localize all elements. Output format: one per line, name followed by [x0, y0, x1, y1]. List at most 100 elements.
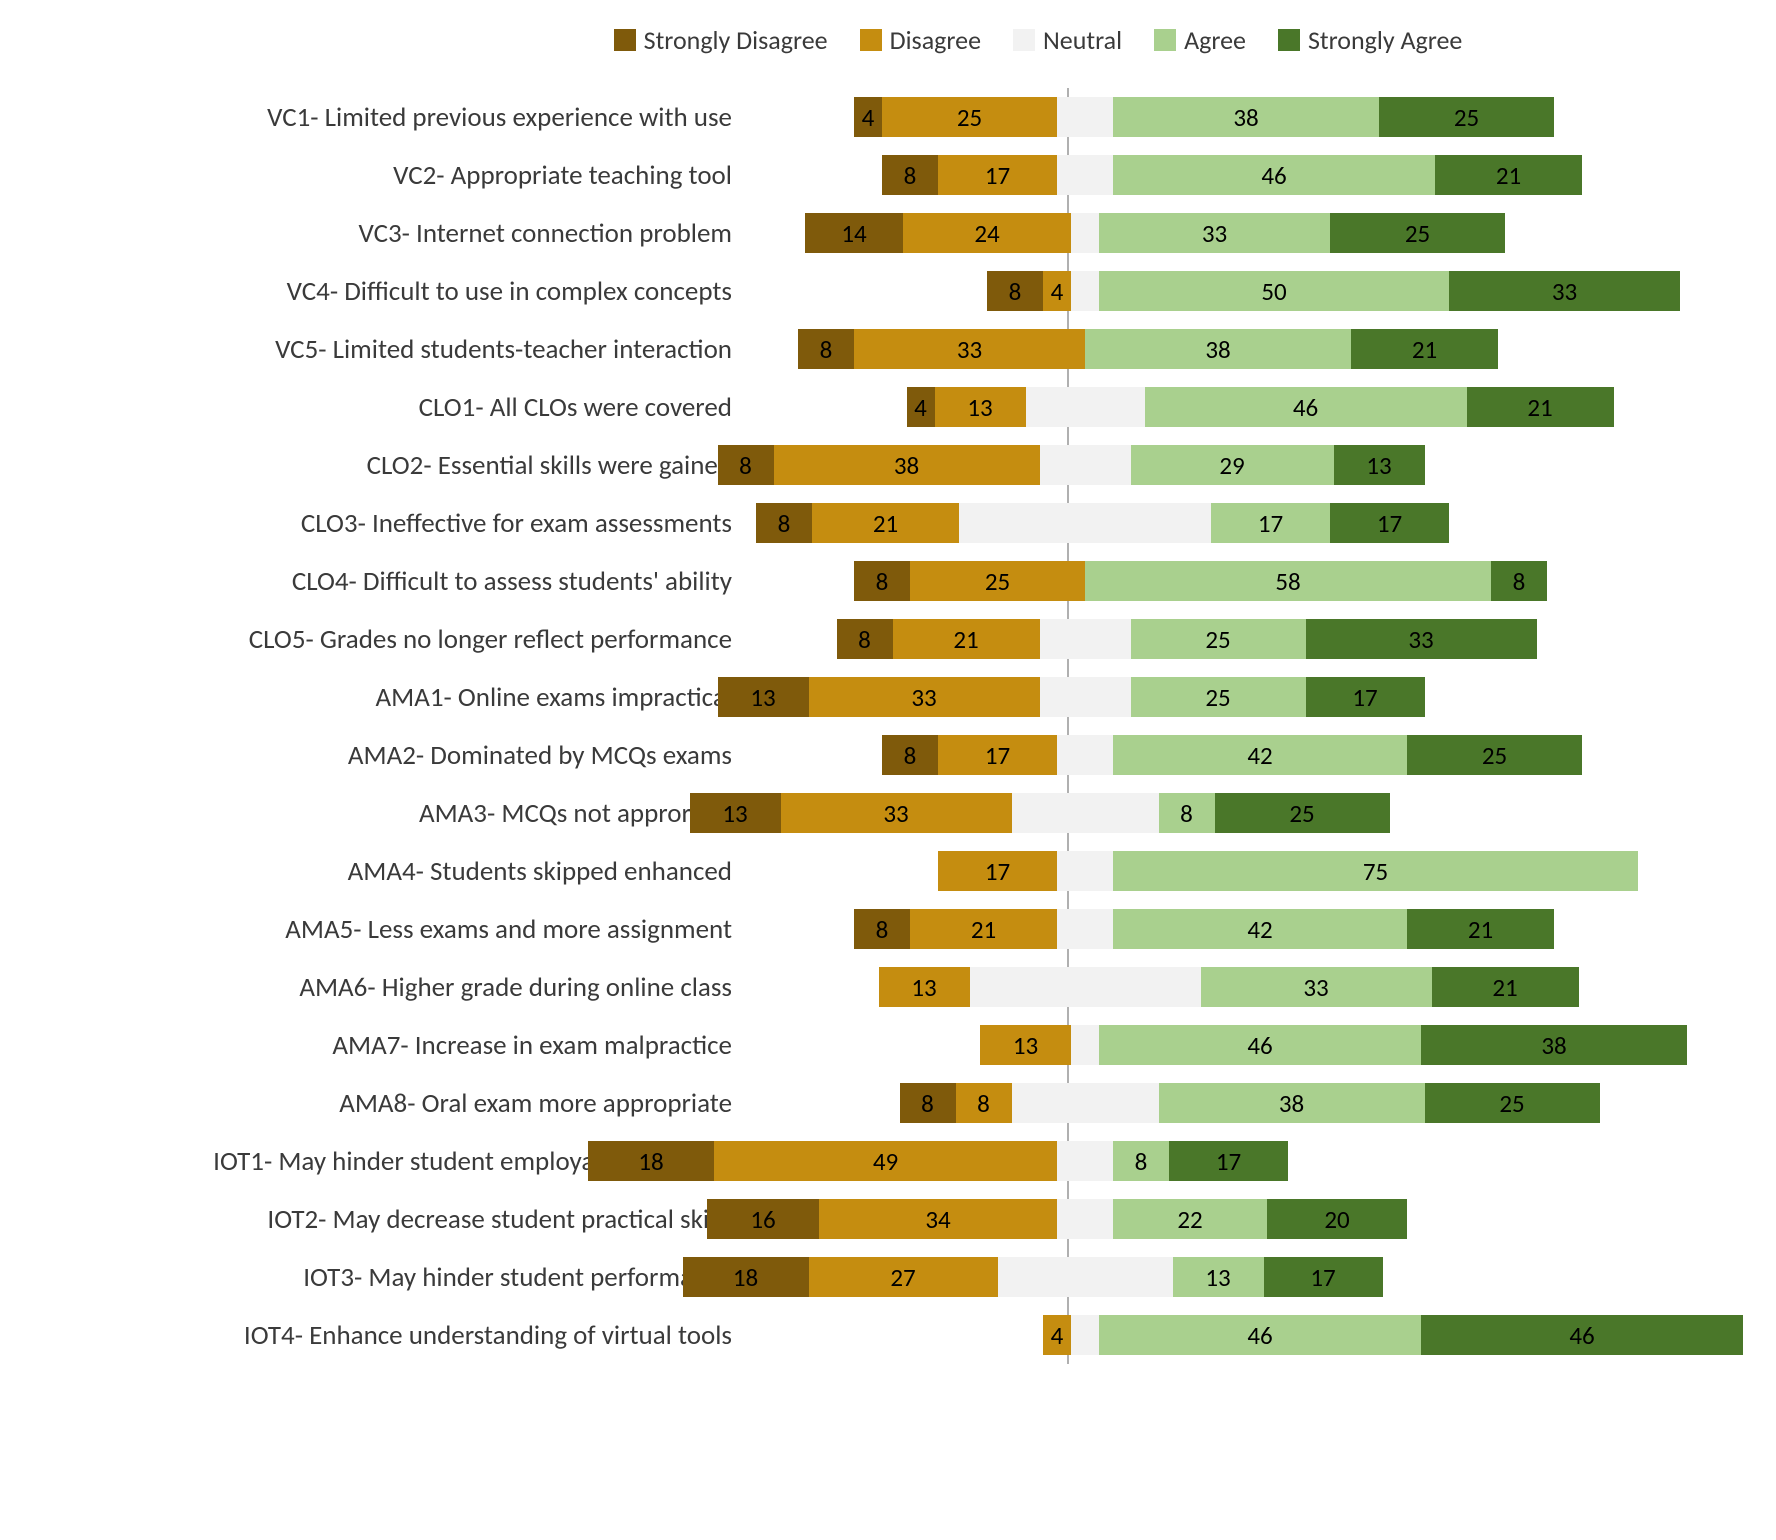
seg-strongly-disagree: 13: [718, 677, 809, 717]
row-label: AMA2- Dominated by MCQs exams: [32, 739, 750, 772]
seg-strongly-disagree: 8: [854, 561, 910, 601]
row-label: CLO3- Ineffective for exam assessments: [32, 507, 750, 540]
seg-neutral: [1071, 1025, 1099, 1065]
seg-strongly-disagree: 8: [854, 909, 910, 949]
seg-strongly-agree: 25: [1215, 793, 1390, 833]
seg-strongly-agree: 17: [1306, 677, 1425, 717]
seg-strongly-agree: 33: [1306, 619, 1537, 659]
seg-strongly-disagree: 18: [683, 1257, 809, 1297]
legend-item-strongly_agree: Strongly Agree: [1278, 24, 1462, 56]
seg-disagree: 49: [714, 1141, 1057, 1181]
seg-agree: 33: [1099, 213, 1330, 253]
bar-zone: 18271317: [750, 1248, 1700, 1306]
chart-legend: Strongly DisagreeDisagreeNeutralAgreeStr…: [32, 24, 1744, 56]
stacked-bar: 8382913: [718, 445, 1425, 485]
chart-row: CLO3- Ineffective for exam assessments82…: [32, 494, 1744, 552]
stacked-bar: 8174225: [882, 735, 1582, 775]
bar-zone: 825588: [750, 552, 1700, 610]
stacked-bar: 1775: [938, 851, 1638, 891]
legend-label: Disagree: [890, 24, 981, 56]
bar-zone: 4253825: [750, 88, 1700, 146]
legend-swatch: [614, 29, 636, 51]
seg-strongly-agree: 17: [1169, 1141, 1288, 1181]
seg-neutral: [1057, 909, 1113, 949]
seg-strongly-disagree: 8: [798, 329, 854, 369]
stacked-bar: 13332517: [718, 677, 1425, 717]
seg-neutral: [1040, 445, 1131, 485]
bar-zone: 133321: [750, 958, 1700, 1016]
seg-neutral: [1012, 793, 1159, 833]
seg-agree: 22: [1113, 1199, 1267, 1239]
seg-strongly-disagree: 4: [907, 387, 935, 427]
seg-agree: 29: [1131, 445, 1334, 485]
bar-zone: 883825: [750, 1074, 1700, 1132]
seg-strongly-agree: 25: [1407, 735, 1582, 775]
bar-zone: 13332517: [750, 668, 1700, 726]
seg-disagree: 27: [809, 1257, 998, 1297]
seg-neutral: [1057, 735, 1113, 775]
chart-row: AMA3- MCQs not approriate1333825: [32, 784, 1744, 842]
row-label: CLO2- Essential skills were gained: [32, 449, 750, 482]
seg-strongly-disagree: 8: [882, 735, 938, 775]
bar-zone: 8382913: [750, 436, 1700, 494]
row-label: VC1- Limited previous experience with us…: [32, 101, 750, 134]
seg-strongly-disagree: 8: [882, 155, 938, 195]
seg-neutral: [998, 1257, 1173, 1297]
seg-strongly-disagree: 14: [805, 213, 903, 253]
seg-disagree: 25: [910, 561, 1085, 601]
seg-strongly-disagree: 18: [588, 1141, 714, 1181]
seg-neutral: [1040, 677, 1131, 717]
stacked-bar: 4134621: [907, 387, 1614, 427]
legend-label: Neutral: [1043, 24, 1122, 56]
row-label: CLO4- Difficult to assess students' abil…: [32, 565, 750, 598]
chart-row: VC4- Difficult to use in complex concept…: [32, 262, 1744, 320]
row-label: AMA8- Oral exam more appropriate: [32, 1087, 750, 1120]
seg-strongly-agree: 25: [1425, 1083, 1600, 1123]
chart-row: AMA6- Higher grade during online class13…: [32, 958, 1744, 1016]
stacked-bar: 1827 1317: [683, 1257, 1383, 1297]
bar-zone: 44646: [750, 1306, 1700, 1364]
seg-disagree: 13: [935, 387, 1026, 427]
seg-disagree: 17: [938, 735, 1057, 775]
stacked-bar: 8211717: [756, 503, 1449, 543]
seg-strongly-agree: 46: [1421, 1315, 1743, 1355]
seg-strongly-disagree: 8: [900, 1083, 956, 1123]
seg-neutral: [1057, 97, 1113, 137]
seg-agree: 46: [1099, 1025, 1421, 1065]
stacked-bar: 825588: [854, 561, 1547, 601]
stacked-bar: 1333825: [690, 793, 1390, 833]
seg-strongly-agree: 38: [1421, 1025, 1687, 1065]
seg-strongly-agree: 21: [1435, 155, 1582, 195]
legend-swatch: [860, 29, 882, 51]
seg-strongly-agree: 17: [1264, 1257, 1383, 1297]
seg-disagree: 17: [938, 851, 1057, 891]
stacked-bar: 8214221: [854, 909, 1554, 949]
stacked-bar: 8212533: [837, 619, 1537, 659]
row-label: VC2- Appropriate teaching tool: [32, 159, 750, 192]
legend-item-disagree: Disagree: [860, 24, 981, 56]
seg-strongly-disagree: 13: [690, 793, 781, 833]
chart-row: VC1- Limited previous experience with us…: [32, 88, 1744, 146]
legend-swatch: [1154, 29, 1176, 51]
seg-strongly-agree: 20: [1267, 1199, 1407, 1239]
row-label: AMA7- Increase in exam malpractice: [32, 1029, 750, 1062]
seg-agree: 75: [1113, 851, 1638, 891]
seg-disagree: 24: [903, 213, 1071, 253]
seg-neutral: [959, 503, 1211, 543]
bar-zone: 8333821: [750, 320, 1700, 378]
seg-agree: 38: [1085, 329, 1351, 369]
seg-agree: 50: [1099, 271, 1449, 311]
seg-agree: 13: [1173, 1257, 1264, 1297]
seg-strongly-agree: 25: [1330, 213, 1505, 253]
row-label: IOT4- Enhance understanding of virtual t…: [32, 1319, 750, 1352]
seg-disagree: 21: [812, 503, 959, 543]
row-label: AMA1- Online exams impractical: [32, 681, 750, 714]
stacked-bar: 8174621: [882, 155, 1582, 195]
chart-row: AMA5- Less exams and more assignment8214…: [32, 900, 1744, 958]
chart-row: IOT3- May hinder student performance1827…: [32, 1248, 1744, 1306]
seg-disagree: 13: [980, 1025, 1071, 1065]
seg-strongly-agree: 21: [1407, 909, 1554, 949]
seg-neutral: [1071, 271, 1099, 311]
legend-label: Strongly Disagree: [644, 24, 828, 56]
stacked-bar: 44646: [1043, 1315, 1743, 1355]
